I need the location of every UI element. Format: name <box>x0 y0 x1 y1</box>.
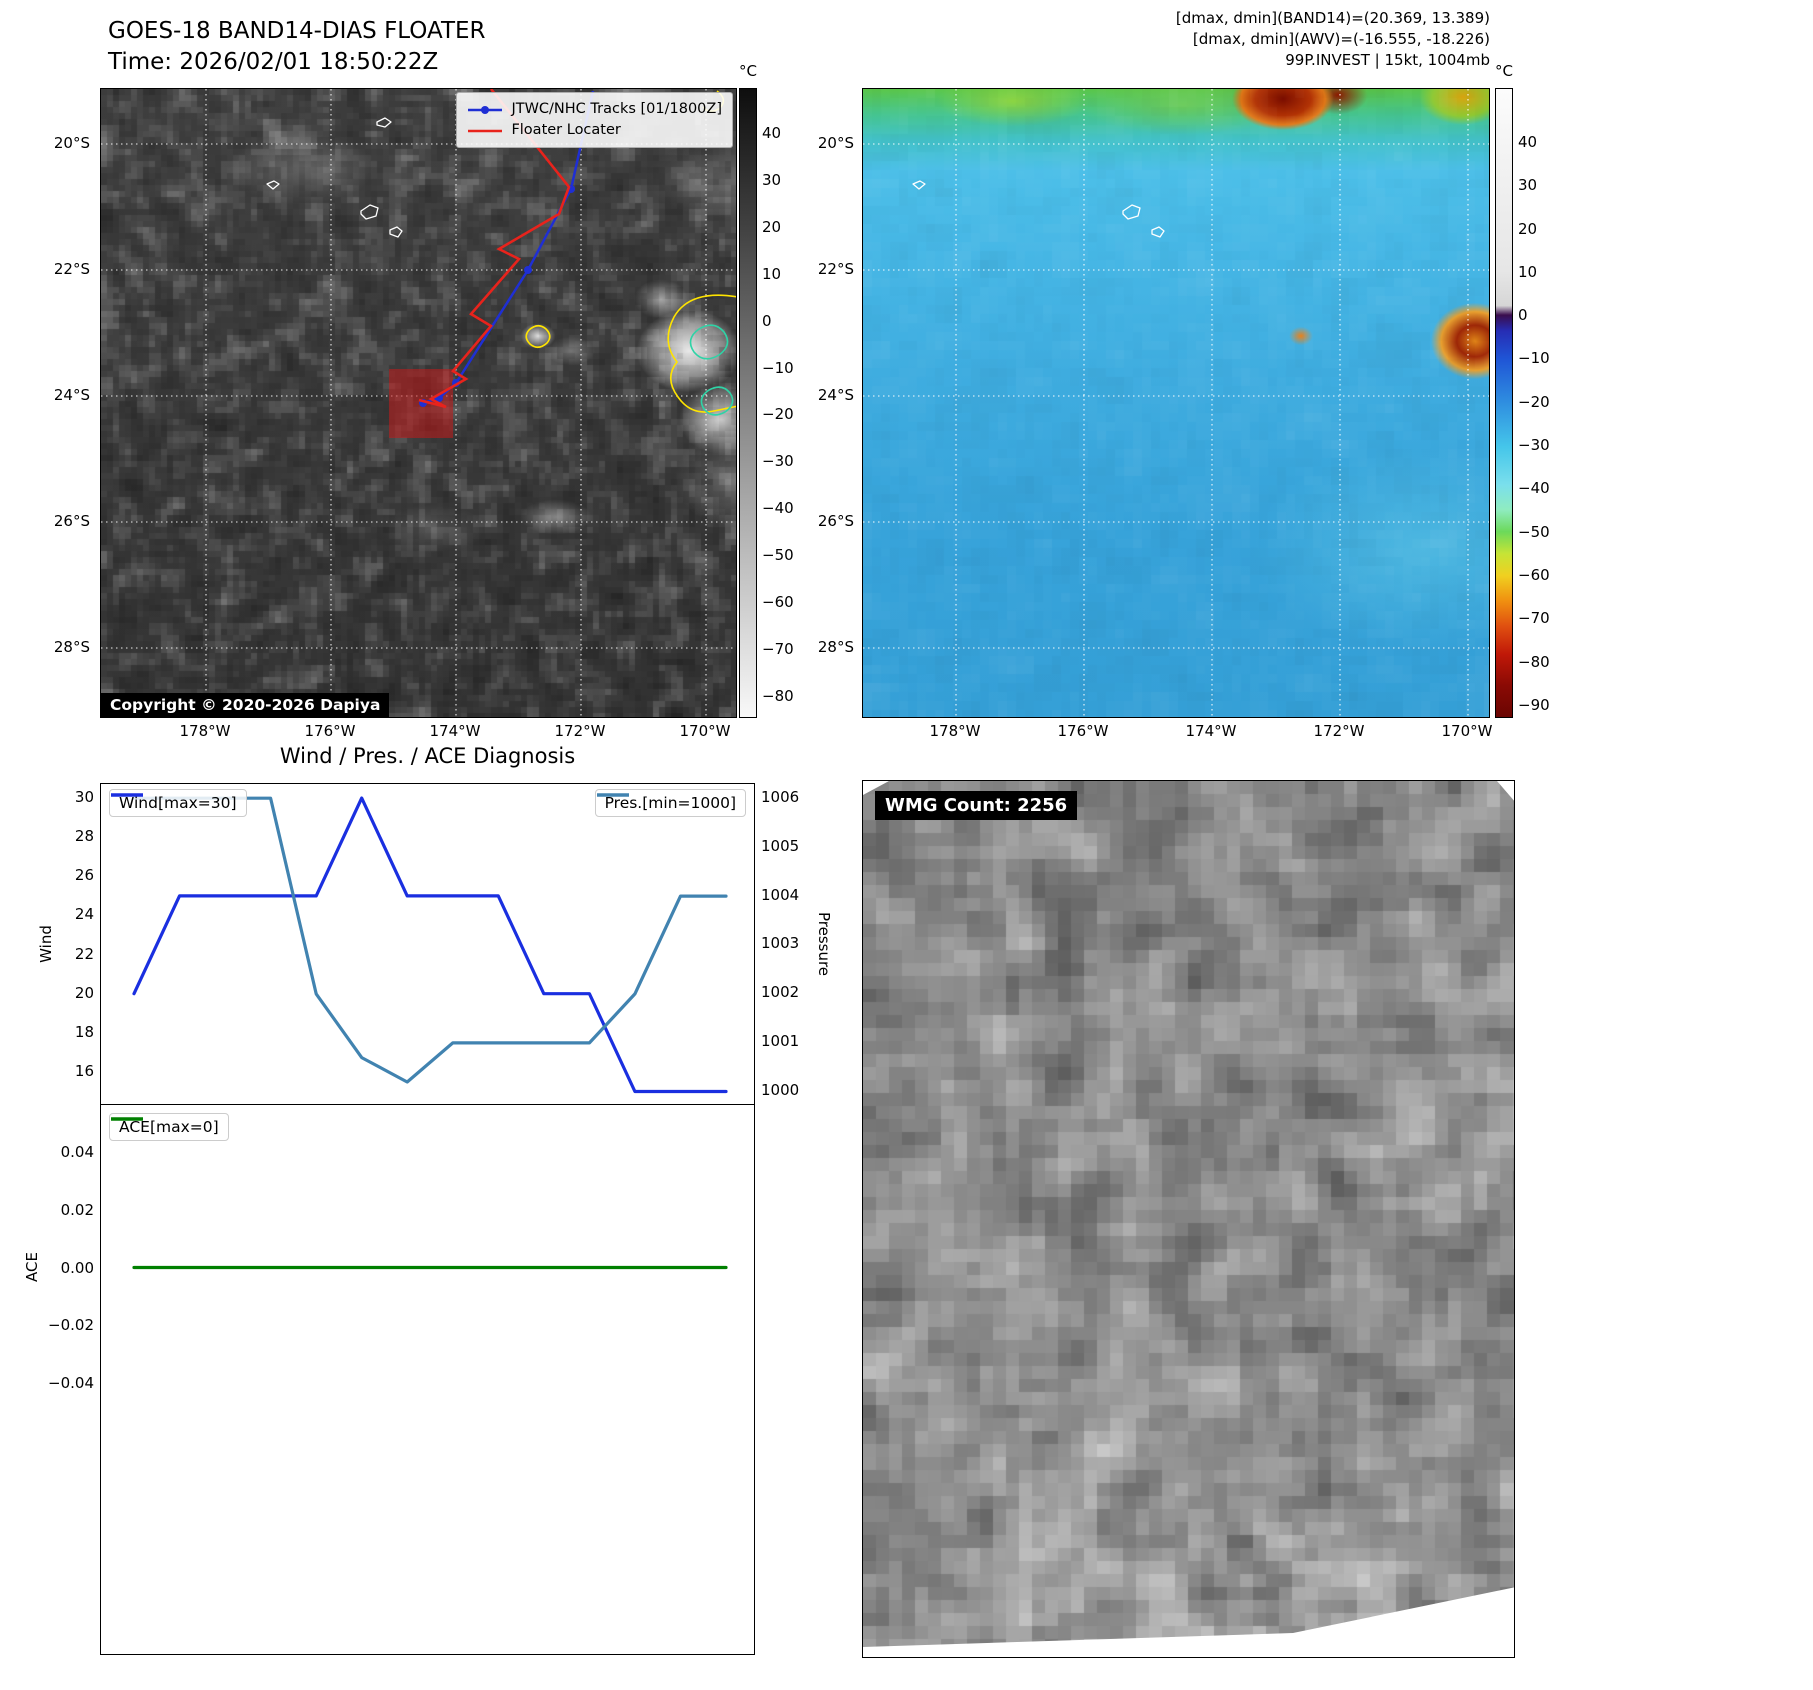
ace-legend: ACE[max=0] <box>109 1113 229 1141</box>
wind-legend-label: Wind[max=30] <box>119 794 237 812</box>
wmg-image <box>863 781 1514 1657</box>
ir-contours <box>525 90 736 416</box>
ir-map-overlay <box>101 89 736 717</box>
floater-track <box>418 89 571 409</box>
wmg-edge-mask <box>863 781 1514 1657</box>
tl-colorbar-ticks: 40 30 20 10 0 −10 −20 −30 −40 −50 −60 −7… <box>762 124 794 705</box>
pressure-axis-ticks: 1006 1005 1004 1003 1002 1001 1000 <box>761 788 800 1099</box>
map-legend: JTWC/NHC Tracks [01/1800Z] Floater Locat… <box>456 92 733 148</box>
pressure-line-swatch <box>596 793 629 797</box>
graticule <box>863 89 1489 717</box>
wind-legend: Wind[max=30] <box>109 789 247 817</box>
pressure-axis-label: Pressure <box>815 911 833 977</box>
dmax-dmin-awv: [dmax, dmin](AWV)=(-16.555, -18.226) <box>1192 30 1490 48</box>
tr-colorbar <box>1495 88 1513 718</box>
wind-line-swatch <box>111 793 143 797</box>
tl-lat-axis: 20°S 22°S 24°S 26°S 28°S <box>53 134 90 656</box>
tr-lat-axis: 20°S 22°S 24°S 26°S 28°S <box>817 134 854 656</box>
wind-pressure-plot: Wind[max=30] Pres.[min=1000] <box>100 783 755 1105</box>
wmg-count-label: WMG Count: 2256 <box>875 791 1078 820</box>
tl-colorbar-unit: °C <box>739 62 757 80</box>
floater-line-swatch <box>468 129 503 132</box>
pressure-legend-label: Pres.[min=1000] <box>604 794 736 812</box>
awv-map <box>862 88 1490 718</box>
copyright-banner: Copyright © 2020-2026 Dapiya <box>101 693 390 717</box>
legend-label-jtwc: JTWC/NHC Tracks [01/1800Z] <box>511 101 722 117</box>
ir-map: JTWC/NHC Tracks [01/1800Z] Floater Locat… <box>100 88 737 718</box>
coastline-outlines <box>266 117 403 238</box>
wmg-panel: WMG Count: 2256 <box>862 780 1515 1658</box>
dmax-dmin-band14: [dmax, dmin](BAND14)=(20.369, 13.389) <box>1175 9 1490 27</box>
chart-title: Wind / Pres. / ACE Diagnosis <box>279 744 576 768</box>
ace-line-swatch <box>111 1117 143 1121</box>
tr-lon-axis: 178°W 176°W 174°W 172°W 170°W <box>929 722 1493 740</box>
jtwc-line-swatch <box>468 105 503 114</box>
ace-plot: ACE[max=0] <box>100 1104 755 1655</box>
wind-pressure-lines <box>132 796 728 1094</box>
awv-noise-texture <box>863 89 1489 717</box>
awv-map-overlay <box>863 89 1489 717</box>
pressure-legend: Pres.[min=1000] <box>594 789 746 817</box>
ace-line <box>132 1265 728 1270</box>
tl-lon-axis: 178°W 176°W 174°W 172°W 170°W <box>179 722 731 740</box>
wind-axis-ticks: 30 28 26 24 22 20 18 16 <box>74 788 94 1080</box>
legend-row-jtwc: JTWC/NHC Tracks [01/1800Z] <box>467 99 722 120</box>
timestamp: Time: 2026/02/01 18:50:22Z <box>108 49 439 75</box>
storm-status: 99P.INVEST | 15kt, 1004mb <box>1285 51 1490 69</box>
ace-axis-label: ACE <box>23 1252 41 1282</box>
wind-axis-label: Wind <box>37 925 55 963</box>
tr-info-block: [dmax, dmin](BAND14)=(20.369, 13.389) [d… <box>990 8 1490 71</box>
tr-colorbar-unit: °C <box>1495 62 1513 80</box>
graticule <box>101 89 736 717</box>
legend-row-floater: Floater Locater <box>467 120 722 141</box>
tl-titles: GOES-18 BAND14-DIAS FLOATER Time: 2026/0… <box>108 16 486 78</box>
tr-colorbar-ticks: 40 30 20 10 0 −10 −20 −30 −40 −50 −60 −7… <box>1518 133 1550 714</box>
ace-axis-ticks: 0.04 0.02 0.00 −0.02 −0.04 <box>48 1143 94 1392</box>
ace-legend-label: ACE[max=0] <box>119 1118 219 1136</box>
page-title: GOES-18 BAND14-DIAS FLOATER <box>108 18 486 44</box>
legend-label-floater: Floater Locater <box>511 122 621 138</box>
tl-colorbar <box>739 88 757 718</box>
coastline-outlines <box>912 180 1165 238</box>
